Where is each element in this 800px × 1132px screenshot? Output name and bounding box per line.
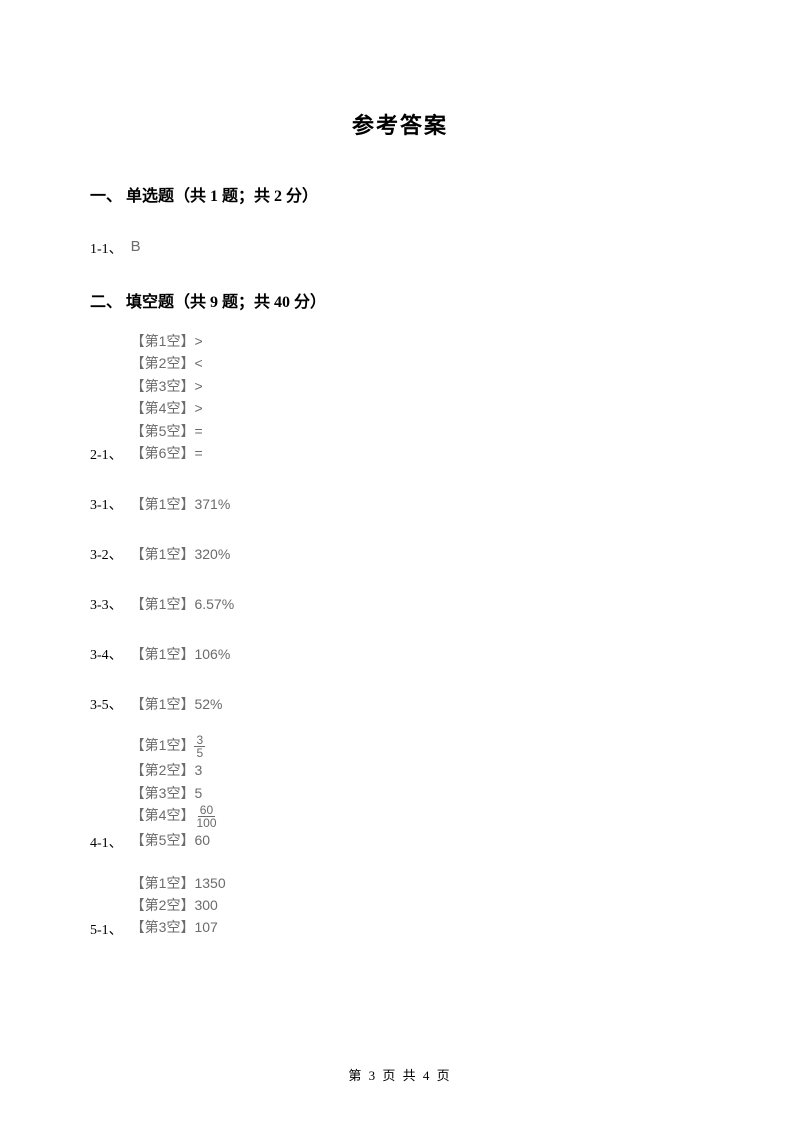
blank-answer: 【第1空】35: [131, 734, 219, 759]
answer-value: 【第1空】52%: [131, 694, 223, 714]
blank-answer: 【第1空】>: [131, 330, 203, 352]
answer-3-1: 3-1、 【第1空】371%: [90, 494, 800, 514]
answer-3-3: 3-3、 【第1空】6.57%: [90, 594, 800, 614]
answer-1-1: 1-1、 B: [90, 238, 800, 258]
answer-4-1: 4-1、 【第1空】35 【第2空】3 【第3空】5 【第4空】60100 【第…: [90, 734, 800, 851]
fraction: 35: [194, 734, 205, 759]
answer-value: 【第1空】371%: [131, 494, 231, 514]
answer-label: 5-1、: [90, 919, 123, 939]
answer-label: 3-4、: [90, 644, 123, 664]
answer-2-1: 2-1、 【第1空】> 【第2空】< 【第3空】> 【第4空】> 【第5空】= …: [90, 330, 800, 464]
answer-3-2: 3-2、 【第1空】320%: [90, 544, 800, 564]
answer-label: 3-3、: [90, 594, 123, 614]
blank-answer: 【第5空】=: [131, 420, 203, 442]
answer-5-1: 5-1、 【第1空】1350 【第2空】300 【第3空】107: [90, 872, 800, 939]
section-two-header: 二、 填空题（共 9 题；共 40 分）: [90, 288, 800, 312]
denominator: 100: [194, 817, 218, 829]
stacked-answers: 【第1空】> 【第2空】< 【第3空】> 【第4空】> 【第5空】= 【第6空】…: [131, 330, 203, 464]
fraction: 60100: [194, 804, 218, 829]
answer-value: B: [131, 238, 141, 255]
blank-answer: 【第2空】300: [131, 894, 226, 916]
answer-value: 【第1空】320%: [131, 544, 231, 564]
blank-answer: 【第3空】>: [131, 375, 203, 397]
blank-answer: 【第2空】3: [131, 759, 219, 781]
page-title: 参考答案: [0, 0, 800, 140]
blank-answer: 【第6空】=: [131, 442, 203, 464]
answer-3-5: 3-5、 【第1空】52%: [90, 694, 800, 714]
denominator: 5: [194, 747, 205, 759]
answer-label: 3-1、: [90, 494, 123, 514]
answer-label: 3-5、: [90, 694, 123, 714]
page-footer: 第 3 页 共 4 页: [0, 1065, 800, 1084]
blank-prefix: 【第1空】: [131, 738, 195, 754]
blank-answer: 【第3空】5: [131, 782, 219, 804]
blank-answer: 【第4空】>: [131, 397, 203, 419]
blank-answer: 【第3空】107: [131, 916, 226, 938]
blank-prefix: 【第4空】: [131, 807, 195, 823]
answer-label: 1-1、: [90, 238, 123, 258]
blank-answer: 【第1空】1350: [131, 872, 226, 894]
stacked-answers: 【第1空】1350 【第2空】300 【第3空】107: [131, 872, 226, 939]
answer-label: 3-2、: [90, 544, 123, 564]
answer-label: 2-1、: [90, 444, 123, 464]
blank-answer: 【第5空】60: [131, 829, 219, 851]
blank-answer: 【第4空】60100: [131, 804, 219, 829]
stacked-answers: 【第1空】35 【第2空】3 【第3空】5 【第4空】60100 【第5空】60: [131, 734, 219, 851]
section-one-header: 一、 单选题（共 1 题；共 2 分）: [90, 182, 800, 206]
answer-value: 【第1空】6.57%: [131, 594, 234, 614]
answer-label: 4-1、: [90, 832, 123, 852]
answer-value: 【第1空】106%: [131, 644, 231, 664]
answer-3-4: 3-4、 【第1空】106%: [90, 644, 800, 664]
blank-answer: 【第2空】<: [131, 352, 203, 374]
